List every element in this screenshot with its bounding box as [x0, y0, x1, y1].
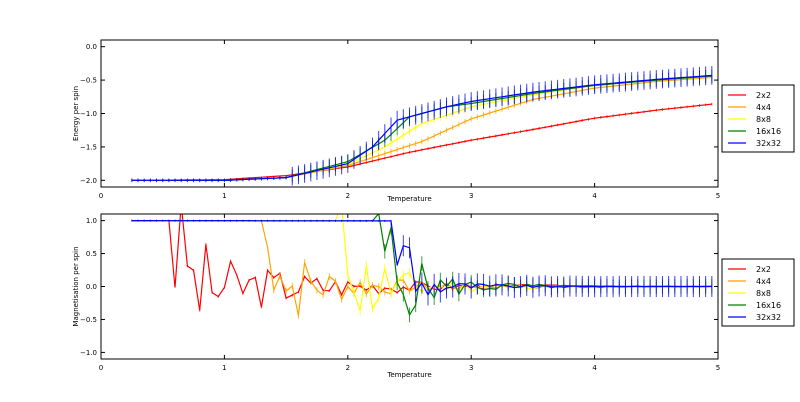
legend-entry-8x8: 8x8: [728, 115, 771, 124]
y-tick-label: −0.5: [80, 316, 97, 324]
x-tick-label: 3: [469, 364, 473, 372]
legend-label: 16x16: [756, 127, 781, 136]
series-line-16x16: [131, 214, 712, 317]
legend-entry-2x2: 2x2: [728, 91, 771, 100]
y-axis-label: Magnetisation per spin: [72, 246, 80, 326]
legend-label: 2x2: [756, 265, 771, 274]
series-line-2x2: [131, 103, 712, 181]
x-axis-label: Temperature: [386, 371, 431, 379]
series-line-32x32: [131, 220, 712, 297]
series-line-16x16: [131, 75, 712, 181]
legend-entry-16x16: 16x16: [728, 127, 781, 136]
legend-entry-32x32: 32x32: [728, 313, 781, 322]
y-tick-label: 0.0: [86, 283, 97, 291]
x-tick-label: 0: [99, 364, 103, 372]
x-axis-label: Temperature: [386, 195, 431, 203]
x-tick-label: 2: [346, 192, 350, 200]
series-32x32: [131, 219, 713, 306]
legend-label: 32x32: [756, 313, 781, 322]
plot-clip: [131, 66, 713, 186]
y-tick-label: −1.0: [80, 349, 97, 357]
series-line-32x32: [131, 74, 712, 181]
legend-entry-4x4: 4x4: [728, 277, 771, 286]
legend-label: 32x32: [756, 139, 781, 148]
series-32x32: [131, 66, 713, 186]
y-tick-label: 1.0: [86, 217, 97, 225]
x-tick-label: 4: [592, 364, 597, 372]
energy-chart: 0 1 2 3 4 5 0.0 −0.5 −1.0 −1.5 −2.0 Temperature Ener…: [72, 39, 795, 203]
series-4x4: [131, 74, 713, 181]
legend-label: 2x2: [756, 91, 771, 100]
x-tick-label: 1: [222, 192, 226, 200]
x-tick-label: 0: [99, 192, 103, 200]
legend-label: 4x4: [756, 103, 771, 112]
x-tick-label: 1: [222, 364, 226, 372]
x-tick-label: 4: [592, 192, 597, 200]
y-tick-label: −2.0: [80, 177, 97, 185]
x-tick-label: 5: [716, 364, 720, 372]
y-tick-label: −1.5: [80, 143, 97, 151]
y-tick-label: −0.5: [80, 77, 97, 85]
series-line-8x8: [131, 76, 712, 181]
legend-label: 8x8: [756, 115, 771, 124]
x-tick-label: 3: [469, 192, 473, 200]
series-16x16: [131, 214, 713, 323]
legend-entry-2x2: 2x2: [728, 265, 771, 274]
y-tick-label: −1.0: [80, 110, 97, 118]
x-tick-label: 5: [716, 192, 720, 200]
legend-entry-4x4: 4x4: [728, 103, 771, 112]
legend-label: 8x8: [756, 289, 771, 298]
plot-clip: [131, 214, 713, 323]
legend-label: 4x4: [756, 277, 771, 286]
y-axis-label: Energy per spin: [72, 86, 80, 141]
x-tick-label: 2: [346, 364, 350, 372]
legend-entry-8x8: 8x8: [728, 289, 771, 298]
legend-entry-16x16: 16x16: [728, 301, 781, 310]
series-8x8: [131, 72, 713, 182]
magnetisation-chart: 0 1 2 3 4 5 1.0 0.5 0.0 −0.5 −1.0 Temperature Magnet…: [72, 213, 795, 379]
legend-label: 16x16: [756, 301, 781, 310]
series-line-4x4: [131, 76, 712, 181]
legend-entry-32x32: 32x32: [728, 139, 781, 148]
y-tick-label: 0.5: [86, 250, 97, 258]
y-tick-label: 0.0: [86, 43, 97, 51]
